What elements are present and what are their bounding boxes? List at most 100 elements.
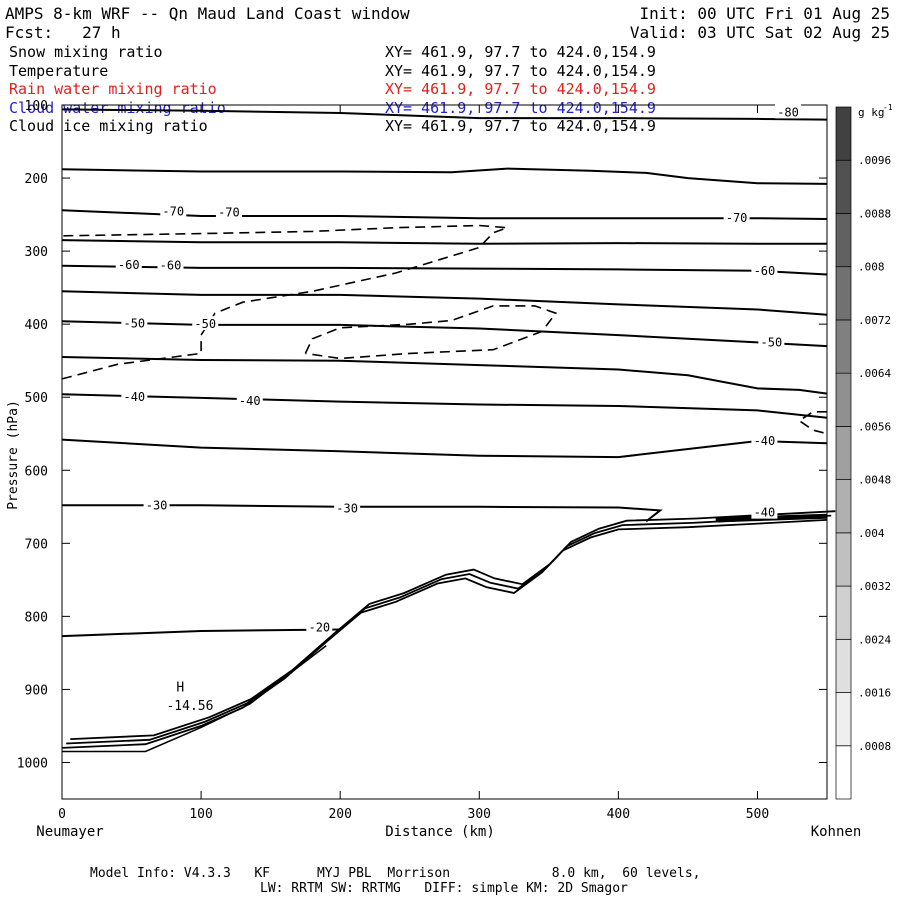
contour-label-bg bbox=[758, 334, 785, 349]
y-tick-label: 700 bbox=[25, 537, 48, 552]
temperature-isotherm bbox=[61, 438, 828, 459]
contour-label-bg bbox=[143, 497, 170, 512]
valid-time: Valid: 03 UTC Sat 02 Aug 25 bbox=[629, 23, 890, 42]
field-xy: XY= 461.9, 97.7 to 424.0,154.9 bbox=[385, 61, 656, 80]
terrain-surface bbox=[62, 645, 327, 753]
field-name: Snow mixing ratio bbox=[9, 43, 163, 61]
colorbar-label: .0024 bbox=[858, 633, 891, 646]
contour-label: -60 bbox=[754, 264, 776, 278]
contour-label: -60 bbox=[118, 258, 140, 272]
y-tick-label: 900 bbox=[25, 683, 48, 698]
colorbar-swatch bbox=[835, 638, 852, 693]
colorbar-swatch bbox=[835, 213, 852, 268]
contour-label: -50 bbox=[194, 317, 216, 331]
colorbar-label: .0072 bbox=[858, 314, 891, 327]
colorbar-swatch bbox=[835, 426, 852, 480]
contour-label-bg bbox=[157, 257, 184, 272]
x-left-label: Neumayer bbox=[36, 824, 103, 840]
colorbar-swatch bbox=[835, 319, 852, 374]
contour-label: -30 bbox=[146, 498, 168, 512]
y-tick-label: 200 bbox=[25, 172, 48, 187]
field-xy: XY= 461.9, 97.7 to 424.0,154.9 bbox=[385, 43, 656, 61]
x-tick-label: 400 bbox=[607, 807, 630, 822]
colorbar-swatch bbox=[835, 585, 852, 640]
colorbar-label: .0088 bbox=[858, 207, 891, 220]
chart-title: AMPS 8-km WRF -- Qn Maud Land Coast wind… bbox=[5, 4, 410, 23]
contour-label: -30 bbox=[336, 501, 358, 515]
y-tick-label: 400 bbox=[25, 318, 48, 333]
y-axis-label: Pressure (hPa) bbox=[6, 400, 21, 510]
contour-label: -40 bbox=[239, 394, 261, 408]
colorbar-label: .004 bbox=[858, 527, 885, 540]
snow-mixing-contour bbox=[304, 305, 558, 360]
footer-physics-info: LW: RRTM SW: RRTMG DIFF: simple KM: 2D S… bbox=[260, 881, 628, 896]
colorbar-label: .0008 bbox=[858, 740, 891, 753]
temperature-isotherm bbox=[62, 504, 663, 523]
contour-label: -70 bbox=[218, 205, 240, 219]
contour-label-bg bbox=[751, 504, 778, 519]
contour-label-bg bbox=[236, 392, 263, 407]
forecast-hour: Fcst: 27 h bbox=[5, 23, 121, 42]
colorbar-label: .008 bbox=[858, 261, 885, 274]
temperature-isotherm bbox=[61, 356, 828, 395]
contour-label-bg bbox=[121, 315, 148, 330]
plot-frame bbox=[61, 104, 828, 800]
contour-label-bg bbox=[775, 104, 802, 119]
contour-label-bg bbox=[121, 389, 148, 404]
contour-label: -40 bbox=[754, 434, 776, 448]
colorbar-label: .0064 bbox=[858, 367, 891, 380]
field-name: Rain water mixing ratio bbox=[9, 80, 217, 98]
y-tick-label: 500 bbox=[25, 391, 48, 406]
temperature-isotherm bbox=[61, 239, 827, 245]
x-tick-label: 300 bbox=[468, 807, 491, 822]
contour-label: -50 bbox=[761, 335, 783, 349]
contour-label-bg bbox=[306, 619, 333, 634]
colorbar-swatch bbox=[835, 692, 852, 747]
contour-label-bg bbox=[160, 203, 187, 218]
contour-label: -40 bbox=[754, 506, 776, 520]
colorbar-label: .0056 bbox=[858, 420, 891, 433]
field-xy: XY= 461.9, 97.7 to 424.0,154.9 bbox=[385, 117, 656, 135]
contour-label-bg bbox=[751, 433, 778, 448]
colorbar-unit-exponent: -1 bbox=[883, 103, 893, 112]
colorbar-label: .0032 bbox=[858, 580, 891, 593]
contour-label-bg bbox=[751, 262, 778, 277]
x-tick-label: 500 bbox=[746, 807, 769, 822]
colorbar-swatch bbox=[835, 266, 852, 321]
init-time: Init: 00 UTC Fri 01 Aug 25 bbox=[639, 4, 890, 23]
extremum-label: H bbox=[176, 681, 184, 696]
field-xy: XY= 461.9, 97.7 to 424.0,154.9 bbox=[385, 98, 656, 117]
terrain-surface bbox=[70, 510, 836, 740]
field-xy: XY= 461.9, 97.7 to 424.0,154.9 bbox=[385, 80, 656, 98]
contour-label-bg bbox=[334, 500, 361, 515]
contour-label: -60 bbox=[160, 259, 182, 273]
y-tick-label: 300 bbox=[25, 245, 48, 260]
temperature-isotherm bbox=[61, 108, 828, 121]
contour-label: -80 bbox=[777, 105, 799, 119]
field-name: Temperature bbox=[9, 61, 109, 80]
colorbar-swatch bbox=[835, 745, 852, 800]
x-axis-label: Distance (km) bbox=[385, 824, 495, 840]
temperature-isotherm bbox=[61, 167, 828, 185]
temperature-isotherm bbox=[61, 320, 828, 348]
x-tick-label: 0 bbox=[58, 807, 66, 822]
contour-label-bg bbox=[115, 256, 142, 271]
field-name: Cloud ice mixing ratio bbox=[9, 117, 208, 135]
contour-label-bg bbox=[723, 210, 750, 225]
colorbar-label: .0016 bbox=[858, 687, 891, 700]
terrain-surface bbox=[66, 514, 832, 745]
contour-label-bg bbox=[215, 204, 242, 219]
temperature-isotherm bbox=[61, 290, 828, 316]
colorbar-swatch bbox=[835, 372, 852, 427]
snow-mixing-contour bbox=[61, 224, 508, 380]
field-name: Cloud water mixing ratio bbox=[9, 98, 226, 117]
colorbar-swatch bbox=[835, 106, 852, 161]
contour-label: -70 bbox=[162, 205, 184, 219]
extremum-label: -14.56 bbox=[166, 699, 213, 714]
temperature-isotherm bbox=[61, 628, 341, 638]
contour-label: -20 bbox=[308, 620, 330, 634]
y-tick-label: 1000 bbox=[17, 756, 48, 771]
footer-model-info: Model Info: V4.3.3 KF MYJ PBL Morrison 8… bbox=[90, 866, 701, 881]
y-tick-label: 800 bbox=[25, 610, 48, 625]
